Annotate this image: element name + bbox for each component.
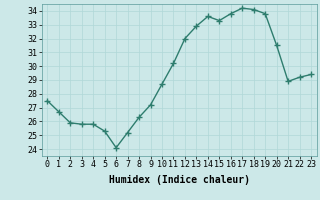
X-axis label: Humidex (Indice chaleur): Humidex (Indice chaleur)	[109, 175, 250, 185]
